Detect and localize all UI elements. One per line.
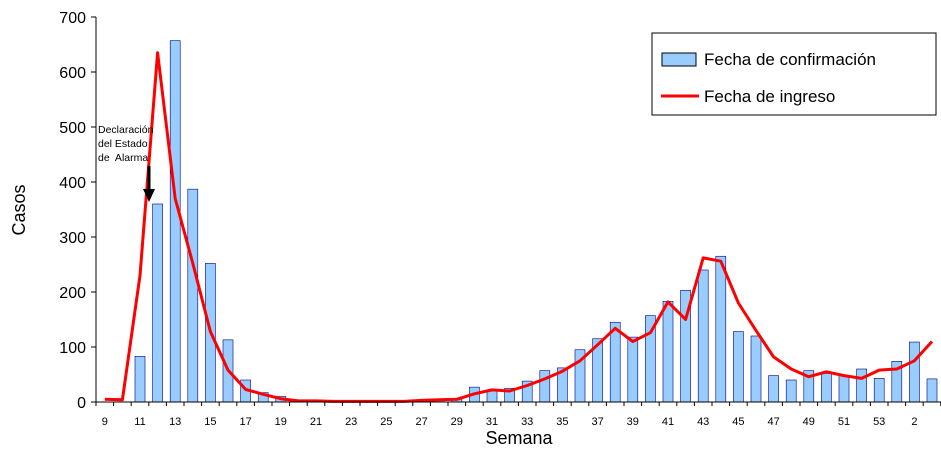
annotation-line-3: de Alarma <box>98 152 148 164</box>
x-tick-label: 53 <box>873 416 885 428</box>
x-tick-label: 9 <box>102 416 108 428</box>
bar-week-12 <box>152 203 163 403</box>
y-tick-label: 0 <box>77 395 86 412</box>
bar-week-13 <box>169 40 181 403</box>
ingreso-line <box>104 51 934 403</box>
x-tick-label: 19 <box>275 416 287 428</box>
bar-week-11 <box>134 356 146 403</box>
x-tick-label: 21 <box>310 416 322 428</box>
legend-box <box>651 32 937 116</box>
x-tick-label: 47 <box>767 416 779 428</box>
y-tick-label: 500 <box>59 120 86 137</box>
bar-week-3 <box>926 378 938 403</box>
x-tick-label: 37 <box>591 416 603 428</box>
x-tick-label: 29 <box>451 416 463 428</box>
legend: Fecha de confirmación Fecha de ingreso <box>651 32 937 116</box>
bar-week-46 <box>750 335 762 403</box>
x-tick-label: 51 <box>838 416 850 428</box>
bar-week-39 <box>627 336 639 403</box>
legend-label-ingreso: Fecha de ingreso <box>704 87 835 106</box>
x-tick-label: 15 <box>204 416 216 428</box>
x-tick-label: 27 <box>415 416 427 428</box>
y-tick-label: 600 <box>59 65 86 82</box>
x-tick-label: 41 <box>662 416 674 428</box>
x-tick-label: 2 <box>911 416 917 428</box>
y-tick-label: 300 <box>59 230 86 247</box>
legend-bar-swatch <box>661 52 697 67</box>
annotation-line-1: Declaración <box>98 124 154 136</box>
y-axis-label: Casos <box>9 184 29 235</box>
y-tick-label: 400 <box>59 175 86 192</box>
bar-week-45 <box>733 331 744 403</box>
annotation-line-2: del Estado <box>98 138 148 150</box>
x-tick-label: 23 <box>345 416 357 428</box>
x-tick-label: 17 <box>239 416 251 428</box>
x-tick-label: 35 <box>556 416 568 428</box>
bar-week-34 <box>539 370 551 403</box>
x-tick-label: 11 <box>134 416 145 428</box>
bar-week-2 <box>909 341 920 403</box>
bar-week-50 <box>821 373 832 403</box>
x-tick-label: 43 <box>697 416 709 428</box>
y-axis-ticks: 0 100 200 300 400 500 600 700 <box>59 10 96 412</box>
x-tick-label: 13 <box>169 416 181 428</box>
y-tick-label: 100 <box>59 340 86 357</box>
y-tick-label: 200 <box>59 285 86 302</box>
bar-week-51 <box>838 375 850 403</box>
arrow-head-icon <box>143 189 155 202</box>
x-tick-label: 33 <box>521 416 533 428</box>
bar-week-38 <box>609 321 621 403</box>
x-axis-label: Semana <box>485 428 553 448</box>
bar-week-41 <box>662 301 674 403</box>
legend-label-confirmation: Fecha de confirmación <box>704 50 876 69</box>
bar-week-43 <box>697 269 709 403</box>
x-axis-ticks: 9 11 13 15 17 19 21 23 25 27 29 31 33 35 37 39 41 43 45 47 4… <box>95 402 941 428</box>
x-tick-label: 31 <box>486 416 498 428</box>
x-tick-label: 39 <box>627 416 639 428</box>
x-tick-label: 49 <box>803 416 815 428</box>
x-tick-label: 45 <box>732 416 744 428</box>
x-tick-label: 25 <box>380 416 392 428</box>
bar-week-52 <box>856 368 867 403</box>
bar-week-53 <box>873 378 885 403</box>
y-tick-label: 700 <box>59 10 86 27</box>
bar-week-47 <box>768 375 779 403</box>
bar-week-48 <box>785 379 797 403</box>
bar-week-44 <box>715 255 727 403</box>
alarm-annotation: Declaración del Estado de Alarma <box>98 124 155 202</box>
bar-week-14 <box>187 188 199 403</box>
